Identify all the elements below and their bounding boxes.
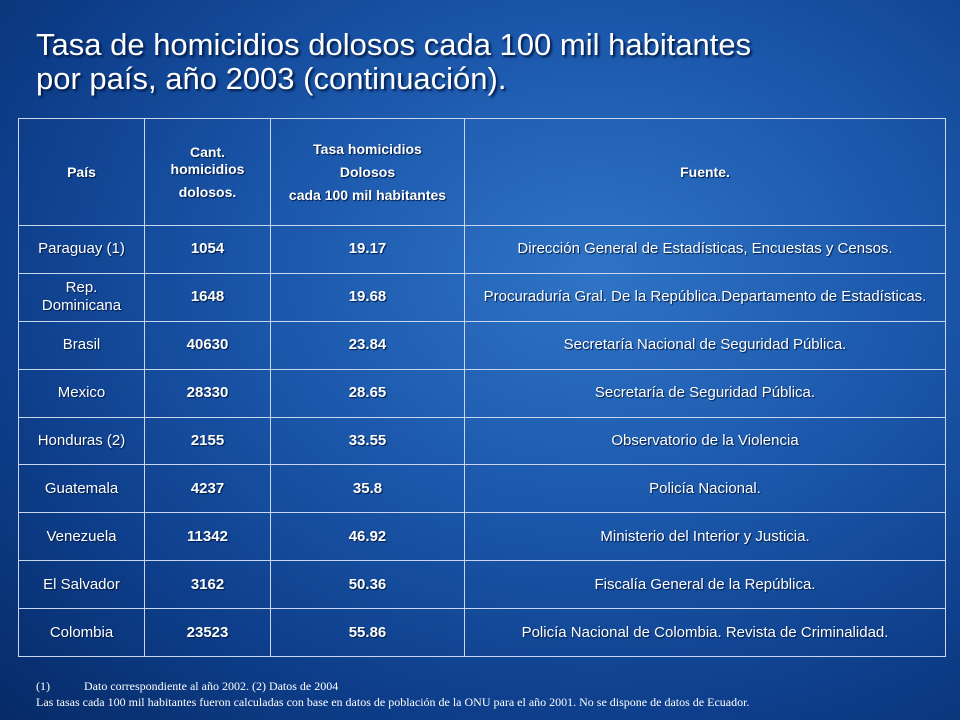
header-country: País (18, 118, 145, 226)
table-row: Venezuela 11342 46.92 Ministerio del Int… (18, 512, 946, 562)
cell-count: 11342 (144, 512, 271, 562)
header-source: Fuente. (464, 118, 946, 226)
cell-count: 1054 (144, 225, 271, 274)
header-count: Cant. homicidios dolosos. (144, 118, 271, 226)
cell-country: Brasil (18, 320, 145, 370)
header-rate-line-3: cada 100 mil habitantes (288, 186, 447, 203)
cell-country: Paraguay (1) (18, 225, 145, 274)
table-row: Paraguay (1) 1054 19.17 Dirección Genera… (18, 225, 946, 274)
slide-title: Tasa de homicidios dolosos cada 100 mil … (36, 28, 936, 96)
cell-count: 3162 (144, 560, 271, 609)
slide-title-line-1: Tasa de homicidios dolosos cada 100 mil … (36, 27, 752, 62)
cell-country: Rep. Dominicana (18, 272, 145, 322)
cell-count: 4237 (144, 464, 271, 514)
cell-count: 23523 (144, 608, 271, 657)
table-header-row: País Cant. homicidios dolosos. Tasa homi… (18, 118, 946, 226)
cell-rate: 33.55 (270, 416, 465, 466)
header-count-line-2: homicidios (170, 160, 245, 177)
table-row: Rep. Dominicana 1648 19.68 Procuraduría … (18, 272, 946, 322)
header-count-line-3: dolosos. (178, 183, 237, 200)
footnote-1-text: Dato correspondiente al año 2002. (2) Da… (84, 679, 339, 693)
cell-count: 1648 (144, 272, 271, 322)
cell-country: Mexico (18, 368, 145, 418)
homicide-rate-table: País Cant. homicidios dolosos. Tasa homi… (18, 118, 946, 657)
cell-source: Secretaría Nacional de Seguridad Pública… (464, 320, 946, 370)
header-count-line-1: Cant. (190, 143, 225, 160)
cell-country: Colombia (18, 608, 145, 657)
table-row: El Salvador 3162 50.36 Fiscalía General … (18, 560, 946, 609)
footnote-2-text: Las tasas cada 100 mil habitantes fueron… (36, 695, 750, 709)
cell-source: Dirección General de Estadísticas, Encue… (464, 225, 946, 274)
cell-country: Honduras (2) (18, 416, 145, 466)
slide-title-line-2: por país, año 2003 (continuación). (36, 61, 507, 96)
cell-rate: 35.8 (270, 464, 465, 514)
header-rate: Tasa homicidios Dolosos cada 100 mil hab… (270, 118, 465, 226)
table-row: Guatemala 4237 35.8 Policía Nacional. (18, 464, 946, 514)
cell-source: Observatorio de la Violencia (464, 416, 946, 466)
cell-source: Policía Nacional de Colombia. Revista de… (464, 608, 946, 657)
cell-source: Ministerio del Interior y Justicia. (464, 512, 946, 562)
cell-count: 2155 (144, 416, 271, 466)
cell-rate: 19.17 (270, 225, 465, 274)
cell-source: Secretaría de Seguridad Pública. (464, 368, 946, 418)
cell-rate: 28.65 (270, 368, 465, 418)
cell-count: 28330 (144, 368, 271, 418)
header-rate-line-2: Dolosos (339, 163, 396, 180)
header-rate-line-1: Tasa homicidios (313, 140, 422, 157)
table-row: Colombia 23523 55.86 Policía Nacional de… (18, 608, 946, 657)
table-row: Honduras (2) 2155 33.55 Observatorio de … (18, 416, 946, 466)
footnote-mark: (1) (36, 679, 50, 693)
cell-source: Fiscalía General de la República. (464, 560, 946, 609)
cell-rate: 23.84 (270, 320, 465, 370)
cell-country: El Salvador (18, 560, 145, 609)
footnote-1: (1) Dato correspondiente al año 2002. (2… (36, 678, 936, 694)
cell-rate: 19.68 (270, 272, 465, 322)
cell-count: 40630 (144, 320, 271, 370)
cell-country: Guatemala (18, 464, 145, 514)
cell-country: Venezuela (18, 512, 145, 562)
footnotes: (1) Dato correspondiente al año 2002. (2… (36, 678, 936, 710)
table-row: Mexico 28330 28.65 Secretaría de Segurid… (18, 368, 946, 418)
table-row: Brasil 40630 23.84 Secretaría Nacional d… (18, 320, 946, 370)
cell-source: Policía Nacional. (464, 464, 946, 514)
cell-rate: 50.36 (270, 560, 465, 609)
cell-source: Procuraduría Gral. De la República.Depar… (464, 272, 946, 322)
cell-rate: 55.86 (270, 608, 465, 657)
cell-rate: 46.92 (270, 512, 465, 562)
